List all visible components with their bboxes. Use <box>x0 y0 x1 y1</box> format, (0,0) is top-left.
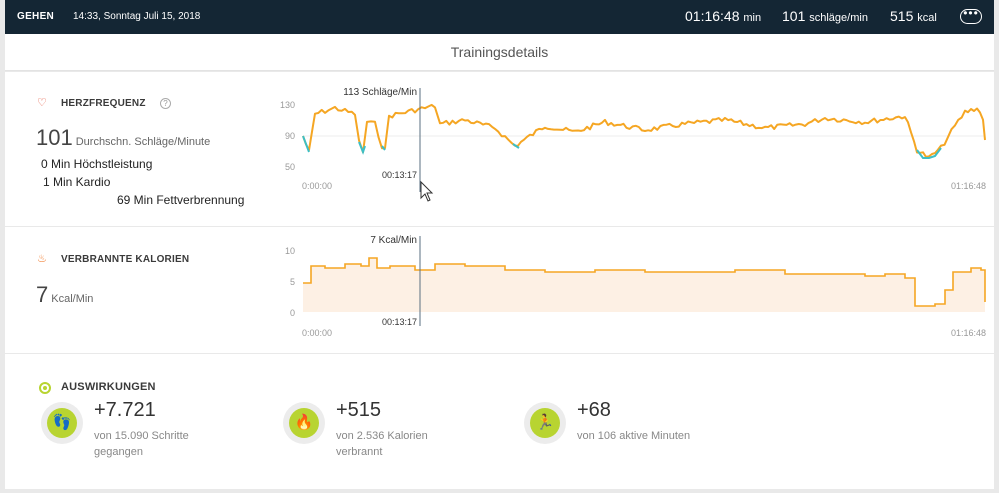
hr-low-segment <box>916 147 942 159</box>
impact-description: von 15.090 Schritte gegangen <box>94 430 189 458</box>
impact-description: von 106 aktive Minuten <box>577 430 691 442</box>
activity-datetime: 14:33, Sonntag Juli 15, 2018 <box>73 11 201 22</box>
target-icon <box>39 382 51 394</box>
top-bar: GEHEN 14:33, Sonntag Juli 15, 2018 01:16… <box>5 0 994 34</box>
hr-low-segment <box>512 143 520 149</box>
hr-cursor-label: 113 Schläge/Min <box>343 87 417 98</box>
help-icon[interactable]: ? <box>160 98 171 109</box>
hr-low-segment <box>381 145 386 151</box>
heart-rate-average: 101 Durchschn. Schläge/Minute <box>36 125 211 150</box>
hr-end-time: 01:16:48 <box>951 181 986 191</box>
flame-icon: ♨ <box>37 253 47 265</box>
impact-title: AUSWIRKUNGEN <box>61 381 156 393</box>
heart-rate-stat: 101 schläge/min <box>782 8 868 24</box>
calories-average: 7 Kcal/Min <box>36 282 94 307</box>
calories-stat: 515 kcal <box>890 8 937 24</box>
calories-title: VERBRANNTE KALORIEN <box>61 254 190 265</box>
hr-start-time: 0:00:00 <box>302 181 332 191</box>
calories-section: ♨ VERBRANNTE KALORIEN 7 Kcal/Min 10 5 0 7… <box>5 227 994 353</box>
cal-ytick-0: 0 <box>290 308 295 318</box>
activity-type: GEHEN <box>17 11 55 22</box>
page-title: Trainingsdetails <box>450 44 549 60</box>
cal-ytick-10: 10 <box>285 246 295 256</box>
cal-ytick-5: 5 <box>290 277 295 287</box>
footsteps-icon: 👣 <box>47 408 77 438</box>
cal-area <box>303 258 985 312</box>
hr-low-segment <box>358 141 366 155</box>
cal-end-time: 01:16:48 <box>951 328 986 338</box>
impact-value: +68 <box>577 399 611 421</box>
runner-icon: 🏃 <box>530 408 560 438</box>
cal-cursor-label: 7 Kcal/Min <box>370 235 417 246</box>
page-title-bar: Trainingsdetails <box>5 34 994 71</box>
hr-ytick-50: 50 <box>285 162 295 172</box>
zone-peak: 0 Min Höchstleistung <box>41 157 153 171</box>
impact-value: +7.721 <box>94 399 156 421</box>
impact-description: von 2.536 Kalorien verbrannt <box>336 430 428 458</box>
duration-stat: 01:16:48 min <box>685 8 762 24</box>
cal-start-time: 0:00:00 <box>302 328 332 338</box>
impact-section: AUSWIRKUNGEN 👣 +7.721 von 15.090 Schritt… <box>5 354 994 489</box>
zone-cardio: 1 Min Kardio <box>43 175 111 189</box>
hr-series-line <box>302 103 986 158</box>
heart-rate-title: HERZFREQUENZ <box>61 98 146 109</box>
hr-ytick-90: 90 <box>285 131 295 141</box>
heart-rate-chart[interactable]: 130 90 50 113 Schläge/Min 00:13:17 0:00:… <box>265 84 990 214</box>
mouse-cursor-icon <box>420 180 434 202</box>
heart-rate-section: ♡ HERZFREQUENZ ? 101 Durchschn. Schläge/M… <box>5 72 994 226</box>
more-dots-icon[interactable]: ••• <box>960 7 982 24</box>
zone-fat-burn: 69 Min Fettverbrennung <box>117 193 245 207</box>
cal-cursor-time: 00:13:17 <box>382 317 417 327</box>
hr-cursor-time: 00:13:17 <box>382 170 417 180</box>
cal-series-line <box>303 257 986 307</box>
hr-low-segment <box>302 135 310 153</box>
hr-ytick-130: 130 <box>280 100 295 110</box>
impact-value: +515 <box>336 399 382 421</box>
flame-icon: 🔥 <box>289 408 319 438</box>
calories-chart[interactable]: 10 5 0 7 Kcal/Min 00:13:17 0:00:00 01:16… <box>265 232 990 344</box>
heart-icon: ♡ <box>37 97 47 109</box>
